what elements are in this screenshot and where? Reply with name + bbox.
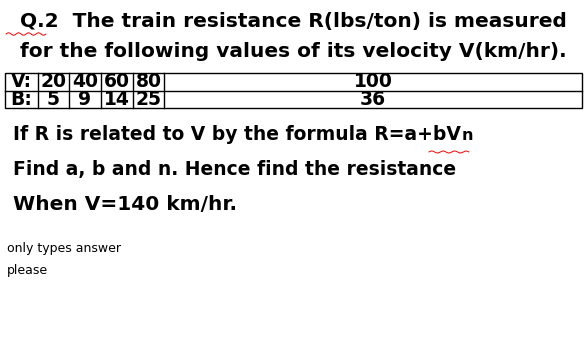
Text: 80: 80: [136, 72, 161, 91]
Text: 25: 25: [136, 90, 161, 109]
Text: 100: 100: [353, 72, 393, 91]
Text: Q.2  The train resistance R(lbs/ton) is measured: Q.2 The train resistance R(lbs/ton) is m…: [20, 12, 567, 31]
Text: Find a, b and n. Hence find the resistance: Find a, b and n. Hence find the resistan…: [13, 160, 456, 179]
Text: B:: B:: [11, 90, 32, 109]
Text: 40: 40: [72, 72, 98, 91]
Text: 60: 60: [104, 72, 130, 91]
Text: When V=140 km/hr.: When V=140 km/hr.: [13, 195, 237, 214]
Text: 5: 5: [47, 90, 60, 109]
Text: If R is related to V by the formula R=a+bV: If R is related to V by the formula R=a+…: [13, 125, 461, 144]
Text: please: please: [7, 264, 48, 277]
Text: 36: 36: [360, 90, 386, 109]
Bar: [5, 73, 582, 108]
Text: only types answer: only types answer: [7, 242, 121, 255]
Text: for the following values of its velocity V(km/hr).: for the following values of its velocity…: [20, 42, 567, 61]
Text: 14: 14: [104, 90, 130, 109]
Text: 20: 20: [41, 72, 66, 91]
Text: n: n: [462, 128, 473, 143]
Text: 9: 9: [79, 90, 92, 109]
Text: V:: V:: [11, 72, 32, 91]
